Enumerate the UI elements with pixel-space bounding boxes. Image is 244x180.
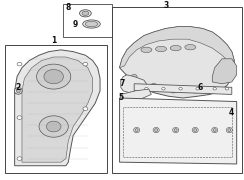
Ellipse shape bbox=[16, 89, 20, 93]
Ellipse shape bbox=[80, 10, 91, 17]
Polygon shape bbox=[121, 75, 146, 93]
Circle shape bbox=[179, 87, 182, 90]
Circle shape bbox=[192, 89, 198, 93]
Ellipse shape bbox=[170, 45, 181, 51]
Circle shape bbox=[145, 87, 148, 90]
Bar bbox=[112, 7, 242, 173]
Polygon shape bbox=[15, 50, 100, 166]
Text: 7: 7 bbox=[119, 79, 125, 88]
Text: 1: 1 bbox=[51, 36, 56, 45]
Text: 5: 5 bbox=[118, 93, 123, 102]
Circle shape bbox=[170, 89, 176, 93]
Ellipse shape bbox=[134, 127, 140, 133]
Polygon shape bbox=[120, 98, 237, 164]
Text: 4: 4 bbox=[229, 108, 234, 117]
Ellipse shape bbox=[228, 129, 231, 132]
Circle shape bbox=[83, 107, 88, 111]
Circle shape bbox=[83, 62, 88, 66]
Polygon shape bbox=[120, 27, 234, 98]
Text: 9: 9 bbox=[73, 19, 78, 28]
Ellipse shape bbox=[173, 127, 179, 133]
Bar bbox=[63, 4, 112, 37]
Ellipse shape bbox=[192, 127, 198, 133]
Ellipse shape bbox=[141, 47, 152, 53]
Circle shape bbox=[17, 62, 22, 66]
Ellipse shape bbox=[194, 129, 197, 132]
Text: 3: 3 bbox=[163, 1, 169, 10]
Circle shape bbox=[162, 87, 165, 90]
Circle shape bbox=[196, 87, 199, 90]
Text: 8: 8 bbox=[66, 3, 71, 12]
Ellipse shape bbox=[153, 127, 159, 133]
Text: 6: 6 bbox=[197, 83, 203, 92]
Polygon shape bbox=[22, 57, 93, 162]
Circle shape bbox=[225, 87, 229, 90]
Ellipse shape bbox=[14, 87, 22, 94]
Circle shape bbox=[131, 75, 137, 79]
Circle shape bbox=[37, 64, 71, 89]
Circle shape bbox=[46, 121, 61, 132]
Circle shape bbox=[17, 116, 22, 119]
Text: 2: 2 bbox=[16, 83, 21, 92]
Ellipse shape bbox=[213, 129, 216, 132]
Bar bbox=[123, 107, 232, 157]
Ellipse shape bbox=[212, 127, 218, 133]
Polygon shape bbox=[121, 89, 151, 103]
Ellipse shape bbox=[185, 44, 196, 50]
Ellipse shape bbox=[226, 127, 232, 133]
Circle shape bbox=[44, 69, 63, 84]
Bar bbox=[5, 44, 107, 173]
Ellipse shape bbox=[82, 11, 89, 15]
Polygon shape bbox=[120, 27, 234, 68]
Polygon shape bbox=[212, 59, 237, 84]
Circle shape bbox=[151, 83, 157, 88]
Ellipse shape bbox=[174, 129, 177, 132]
Ellipse shape bbox=[155, 129, 158, 132]
Polygon shape bbox=[134, 84, 232, 94]
Circle shape bbox=[39, 116, 68, 137]
Circle shape bbox=[213, 87, 216, 90]
Ellipse shape bbox=[85, 21, 98, 27]
Ellipse shape bbox=[156, 46, 167, 52]
Ellipse shape bbox=[135, 129, 138, 132]
Ellipse shape bbox=[83, 20, 100, 28]
Circle shape bbox=[17, 157, 22, 160]
